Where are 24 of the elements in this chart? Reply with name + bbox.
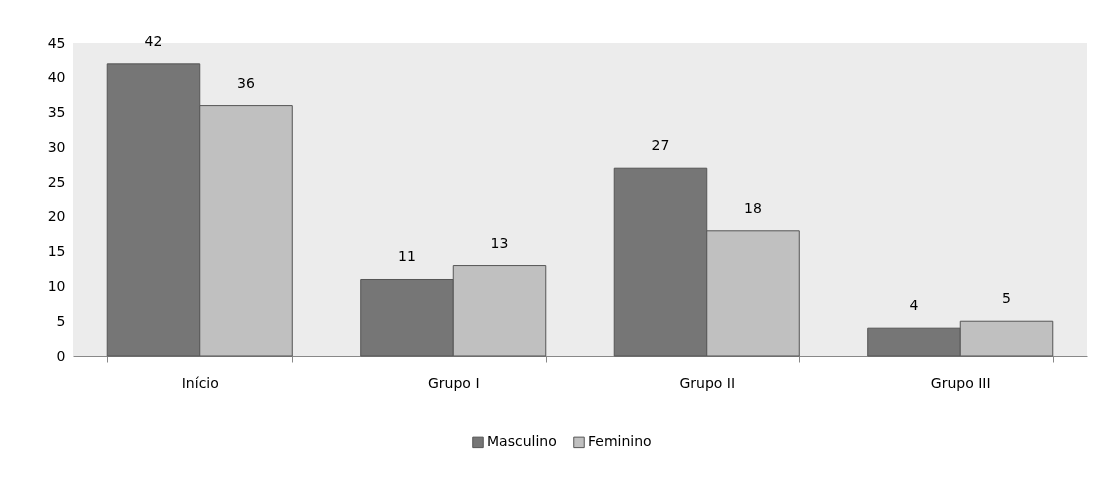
x-tick-label: Grupo III [930,374,991,391]
y-tick-label: 15 [47,243,66,260]
data-label: 5 [1002,290,1011,307]
y-tick-label: 20 [47,208,66,225]
data-label: 27 [651,137,670,154]
data-label: 4 [909,297,919,314]
data-label: 42 [144,32,163,49]
data-label: 18 [744,199,762,216]
y-tick-label: 45 [47,34,66,51]
y-tick-label: 5 [56,312,66,329]
legend-label: Feminino [588,433,652,450]
data-label: 36 [237,74,256,91]
y-tick-label: 30 [47,138,66,155]
data-label: 13 [490,234,509,251]
y-tick-label: 40 [47,69,66,86]
x-tick-label: Grupo II [679,374,736,391]
y-tick-label: 25 [47,173,66,190]
legend-label: Masculino [487,433,557,450]
data-label: 11 [398,248,416,265]
x-tick-label: Grupo I [427,374,480,391]
y-tick-label: 10 [47,277,66,294]
x-tick-label: Início [181,374,219,391]
y-tick-label: 0 [56,347,66,364]
y-tick-label: 35 [47,104,66,121]
